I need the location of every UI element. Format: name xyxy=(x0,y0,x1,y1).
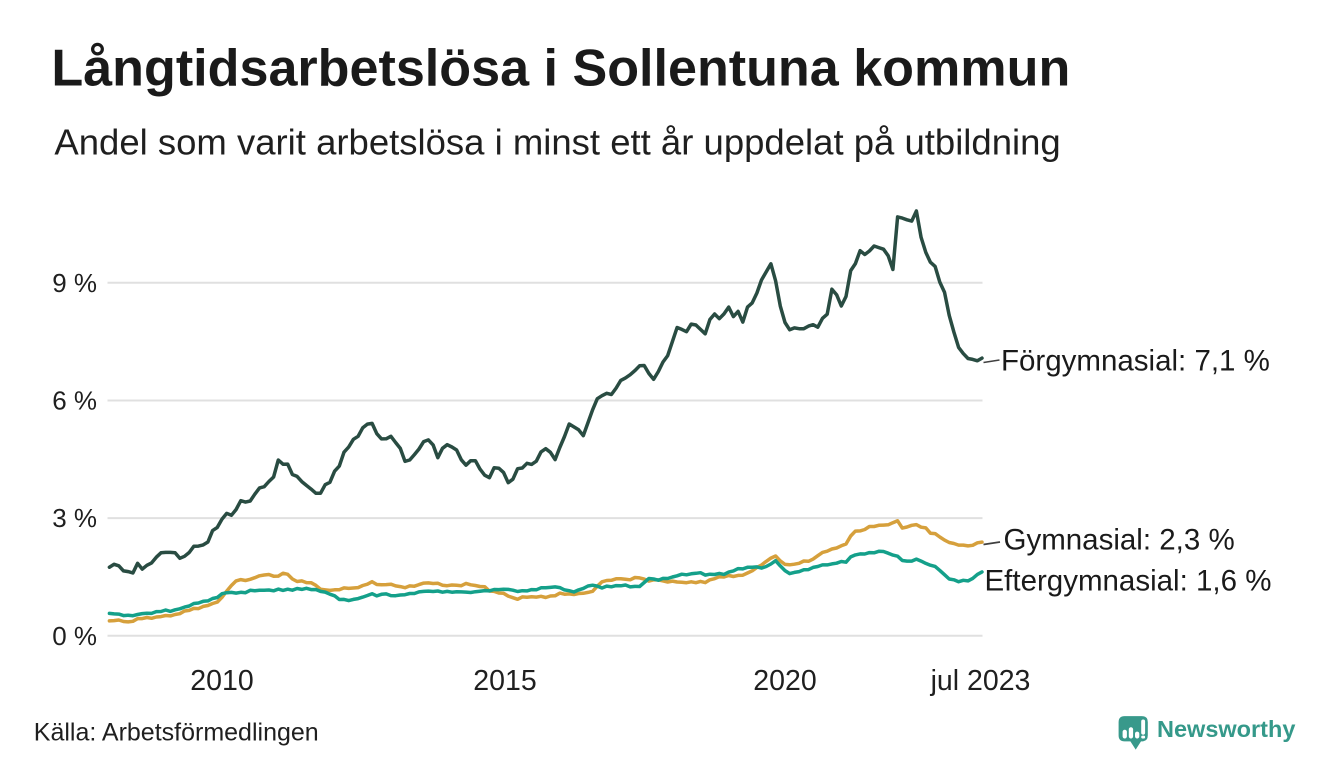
svg-text:3 %: 3 % xyxy=(52,503,97,533)
svg-text:Eftergymnasial: 1,6 %: Eftergymnasial: 1,6 % xyxy=(985,565,1272,598)
svg-text:Gymnasial: 2,3 %: Gymnasial: 2,3 % xyxy=(1004,524,1235,557)
svg-text:Förgymnasial: 7,1 %: Förgymnasial: 7,1 % xyxy=(1001,345,1270,378)
svg-text:0 %: 0 % xyxy=(52,621,97,651)
svg-text:2020: 2020 xyxy=(753,665,816,697)
svg-text:Långtidsarbetslösa i Sollentun: Långtidsarbetslösa i Sollentuna kommun xyxy=(51,40,1070,98)
svg-text:2015: 2015 xyxy=(473,665,536,697)
svg-text:Källa: Arbetsförmedlingen: Källa: Arbetsförmedlingen xyxy=(34,718,319,746)
svg-text:jul 2023: jul 2023 xyxy=(930,665,1031,697)
svg-text:6 %: 6 % xyxy=(52,386,97,416)
svg-text:Newsworthy: Newsworthy xyxy=(1157,716,1295,742)
svg-text:9 %: 9 % xyxy=(52,268,97,298)
svg-text:2010: 2010 xyxy=(190,665,253,697)
svg-text:Andel som varit arbetslösa i m: Andel som varit arbetslösa i minst ett å… xyxy=(54,122,1060,163)
